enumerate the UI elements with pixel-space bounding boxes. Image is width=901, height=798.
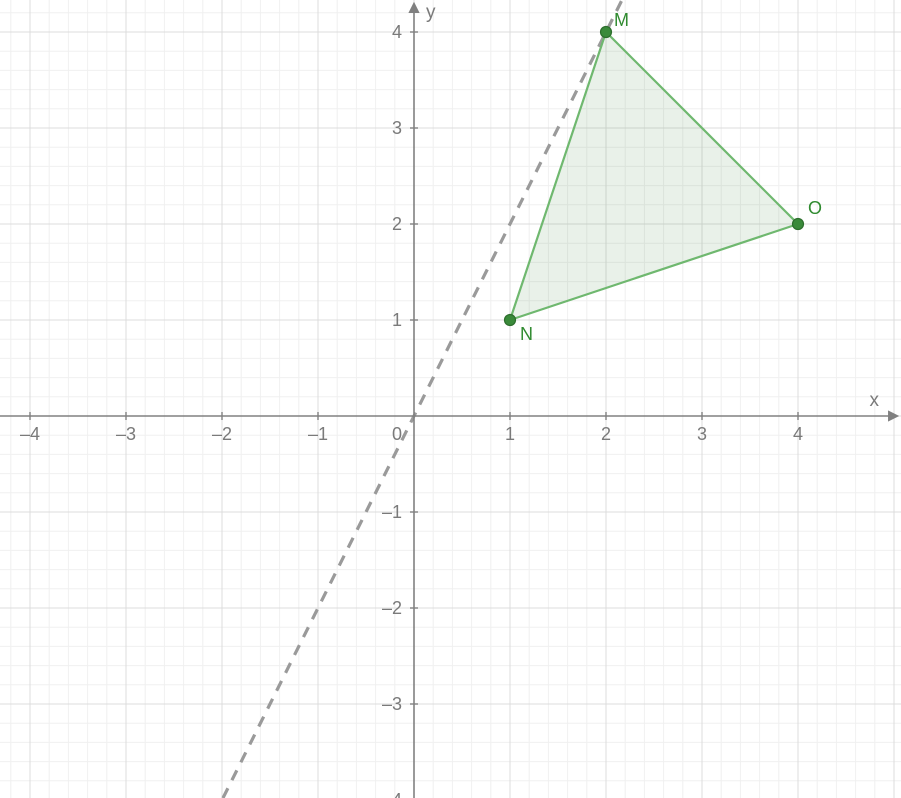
x-tick-label: 4 (793, 424, 803, 444)
x-tick-label: –2 (212, 424, 232, 444)
y-tick-label: –4 (382, 790, 402, 798)
chart-svg: –4 –3 –2 –1 1 2 3 4 –4 –3 –2 –1 1 2 3 4 0 x y M O N (0, 0, 901, 798)
vertex-m (601, 27, 612, 38)
vertex-label-o: O (808, 198, 822, 218)
x-tick-label: –1 (308, 424, 328, 444)
origin-label: 0 (392, 424, 402, 444)
chart-bg (0, 0, 901, 798)
y-tick-label: –2 (382, 598, 402, 618)
x-axis-label: x (870, 390, 880, 411)
coordinate-chart: –4 –3 –2 –1 1 2 3 4 –4 –3 –2 –1 1 2 3 4 0 x y M O N (0, 0, 901, 798)
y-tick-label: 1 (392, 310, 402, 330)
y-tick-label: 2 (392, 214, 402, 234)
y-tick-label: 3 (392, 118, 402, 138)
y-tick-label: –3 (382, 694, 402, 714)
y-axis-label: y (426, 2, 436, 23)
y-tick-label: 4 (392, 22, 402, 42)
y-tick-label: –1 (382, 502, 402, 522)
vertex-label-n: N (520, 324, 533, 344)
x-tick-label: 2 (601, 424, 611, 444)
vertex-n (505, 315, 516, 326)
x-tick-label: –4 (20, 424, 40, 444)
x-tick-label: –3 (116, 424, 136, 444)
vertex-o (793, 219, 804, 230)
x-tick-label: 3 (697, 424, 707, 444)
vertex-label-m: M (614, 10, 629, 30)
x-tick-label: 1 (505, 424, 515, 444)
